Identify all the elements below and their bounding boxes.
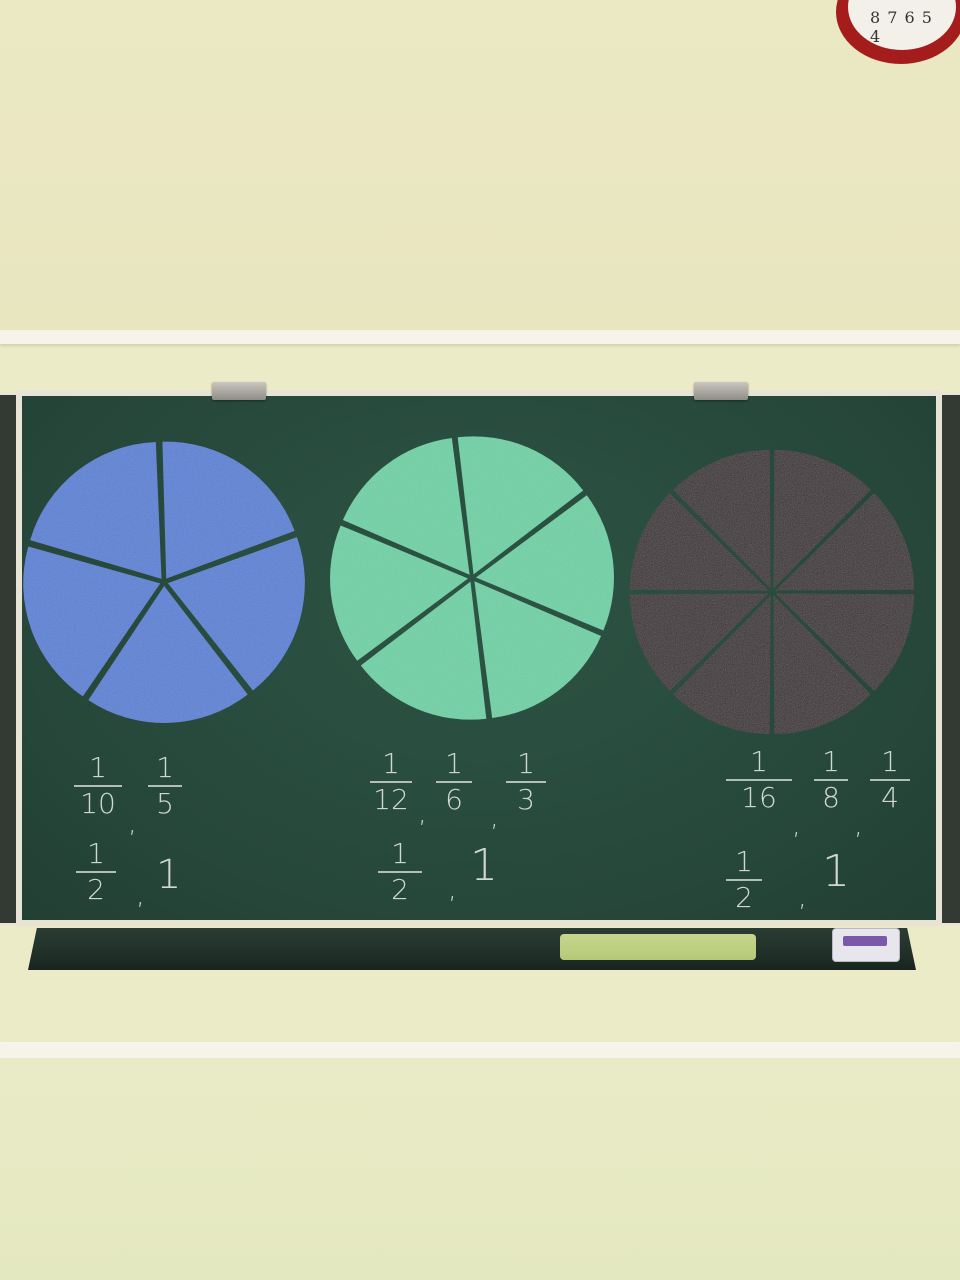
chalk-fraction: 1 16 bbox=[726, 746, 792, 814]
chalk-comma: , bbox=[128, 806, 137, 839]
chalk-comma: , bbox=[448, 872, 457, 905]
green-fraction-disc bbox=[330, 436, 614, 720]
disc-sector[interactable] bbox=[773, 449, 871, 589]
disc-sector[interactable] bbox=[342, 437, 470, 575]
chalk-fraction: 1 10 bbox=[74, 752, 122, 820]
disc-sector[interactable] bbox=[775, 593, 915, 691]
chalk-whole-number: 1 bbox=[822, 846, 850, 897]
board-clip-left bbox=[212, 382, 266, 400]
clock-numerals: 8 7 6 5 4 bbox=[870, 8, 933, 46]
disc-sector[interactable] bbox=[629, 493, 769, 591]
board-sponge[interactable] bbox=[560, 934, 756, 960]
wall-upper bbox=[0, 0, 960, 330]
fraction-discs bbox=[23, 436, 915, 735]
wall-lower bbox=[0, 1058, 960, 1280]
chalk-fraction: 1 6 bbox=[436, 748, 472, 816]
chalk-fraction: 1 8 bbox=[814, 746, 848, 814]
disc-sector[interactable] bbox=[474, 581, 602, 719]
chalk-fraction: 1 4 bbox=[870, 746, 910, 814]
chalk-tray bbox=[28, 928, 916, 970]
disc-sector[interactable] bbox=[162, 441, 295, 579]
chalk-box-label bbox=[843, 936, 887, 946]
chalk-box[interactable] bbox=[832, 928, 900, 962]
chalk-fraction: 1 12 bbox=[370, 748, 412, 816]
disc-sector[interactable] bbox=[167, 537, 305, 691]
disc-sector[interactable] bbox=[30, 441, 162, 579]
chalk-fraction: 1 2 bbox=[726, 846, 762, 914]
blue-fraction-disc bbox=[23, 441, 305, 723]
chalk-comma: , bbox=[136, 878, 145, 911]
disc-sector[interactable] bbox=[773, 595, 871, 735]
disc-sector[interactable] bbox=[457, 436, 584, 575]
chalk-fraction: 1 2 bbox=[76, 838, 116, 906]
disc-sector[interactable] bbox=[330, 525, 469, 661]
disc-sector[interactable] bbox=[775, 493, 915, 591]
chalk-comma: , bbox=[418, 796, 427, 829]
chalk-comma: , bbox=[798, 880, 807, 913]
wall-rail-lower bbox=[0, 1042, 960, 1058]
wall-clock: 8 7 6 5 4 bbox=[836, 0, 960, 64]
chalk-comma: , bbox=[490, 800, 499, 833]
disc-sector[interactable] bbox=[673, 449, 771, 589]
board-clip-right bbox=[694, 382, 748, 400]
disc-sector[interactable] bbox=[629, 593, 769, 691]
dark-fraction-disc bbox=[629, 449, 915, 735]
disc-sector[interactable] bbox=[673, 595, 771, 735]
chalk-comma: , bbox=[792, 808, 801, 841]
chalk-whole-number: 1 bbox=[156, 852, 182, 898]
disc-sector[interactable] bbox=[360, 581, 487, 720]
chalk-comma: , bbox=[854, 808, 863, 841]
chalk-whole-number: 1 bbox=[470, 840, 498, 891]
disc-sector[interactable] bbox=[88, 585, 248, 723]
disc-sector[interactable] bbox=[23, 546, 161, 697]
chalk-fraction: 1 5 bbox=[148, 752, 182, 820]
chalk-fraction: 1 3 bbox=[506, 748, 546, 816]
chalk-fraction: 1 2 bbox=[378, 838, 422, 906]
disc-sector[interactable] bbox=[475, 495, 614, 631]
wall-rail-upper bbox=[0, 330, 960, 344]
